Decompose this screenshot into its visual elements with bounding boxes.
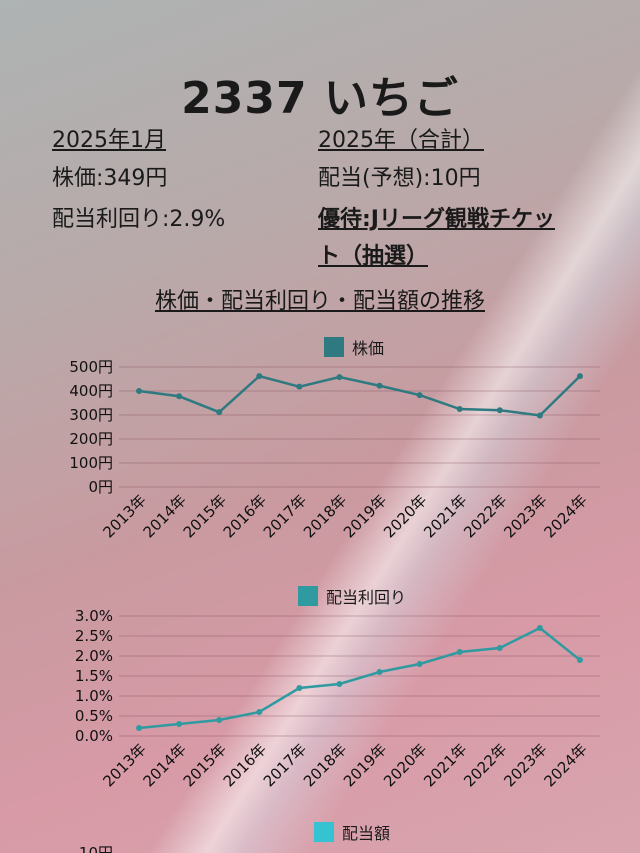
data-point	[176, 393, 183, 400]
x-tick-label: 2020年	[380, 491, 430, 541]
y-tick-label: 0.5%	[75, 707, 113, 725]
legend-label-dividend: 配当額	[342, 824, 391, 843]
data-point	[336, 374, 343, 381]
data-point	[496, 407, 503, 414]
legend-label-yield: 配当利回り	[326, 588, 407, 607]
benefit-line-2: ト（抽選）	[318, 244, 429, 269]
data-point	[576, 373, 583, 380]
y-tick-label: 0.0%	[75, 727, 113, 745]
right-heading: 2025年（合計）	[318, 128, 484, 153]
x-tick-label: 2020年	[380, 740, 430, 790]
data-point	[416, 392, 423, 399]
data-point	[136, 388, 143, 394]
x-tick-label: 2016年	[220, 740, 270, 790]
dividend-line: 配当(予想):10円	[318, 166, 481, 191]
data-point	[256, 373, 263, 380]
chart-section-title: 株価・配当利回り・配当額の推移	[154, 289, 485, 314]
x-tick-label: 2019年	[340, 740, 390, 790]
x-tick-label: 2013年	[100, 491, 150, 541]
series-line	[138, 626, 581, 730]
x-tick-label: 2013年	[100, 740, 150, 790]
data-point	[216, 409, 223, 416]
y-tick-label: 2.5%	[75, 627, 113, 645]
x-tick-label: 2024年	[540, 491, 590, 541]
x-tick-label: 2019年	[340, 491, 390, 541]
benefit-line-1: 優待:Jリーグ観戦チケッ	[318, 207, 555, 232]
data-point	[536, 625, 543, 631]
x-tick-label: 2015年	[180, 491, 230, 541]
x-tick-label: 2014年	[140, 740, 190, 790]
data-point	[376, 382, 383, 389]
legend-price: 株価	[324, 335, 384, 359]
legend-swatch-yield	[298, 586, 318, 606]
x-tick-label: 2023年	[500, 491, 550, 541]
y-tick-label: 3.0%	[75, 607, 113, 625]
y-tick-label: 300円	[69, 406, 113, 424]
y-tick-label: 1.5%	[75, 667, 113, 685]
y-tick-label: 100円	[69, 454, 113, 472]
x-tick-label: 2023年	[500, 740, 550, 790]
series-line	[138, 374, 581, 417]
y-tick-label: 10円	[79, 844, 113, 853]
data-point	[136, 725, 143, 731]
data-point	[376, 669, 383, 675]
x-tick-label: 2021年	[420, 740, 470, 790]
x-tick-label: 2022年	[460, 740, 510, 790]
y-tick-label: 1.0%	[75, 687, 113, 705]
y-tick-label: 500円	[69, 358, 113, 376]
y-tick-label: 400円	[69, 382, 113, 400]
left-heading: 2025年1月	[52, 128, 166, 153]
x-tick-label: 2016年	[220, 491, 270, 541]
y-tick-label: 0円	[88, 478, 113, 496]
data-point	[496, 645, 503, 651]
x-tick-label: 2017年	[260, 740, 310, 790]
data-point	[336, 681, 343, 687]
legend-yield: 配当利回り	[298, 584, 406, 608]
data-point	[176, 721, 183, 727]
data-point	[296, 685, 303, 691]
page-title: 2337 いちご	[181, 73, 459, 124]
price-line: 株価:349円	[52, 166, 168, 191]
legend-swatch-price	[324, 337, 344, 357]
legend-label-price: 株価	[352, 339, 385, 358]
x-tick-label: 2021年	[420, 491, 470, 541]
data-point	[296, 383, 303, 390]
data-point	[216, 717, 223, 723]
data-point	[536, 412, 543, 419]
data-point	[576, 657, 583, 663]
y-tick-label: 200円	[69, 430, 113, 448]
x-tick-label: 2022年	[460, 491, 510, 541]
data-point	[456, 406, 463, 412]
data-point	[416, 661, 423, 667]
x-tick-label: 2014年	[140, 491, 190, 541]
x-tick-label: 2015年	[180, 740, 230, 790]
y-tick-label: 2.0%	[75, 647, 113, 665]
x-tick-label: 2018年	[300, 740, 350, 790]
data-point	[456, 649, 463, 655]
yield-line: 配当利回り:2.9%	[52, 207, 226, 232]
legend-swatch-dividend	[314, 822, 334, 842]
data-point	[256, 709, 263, 715]
x-tick-label: 2024年	[540, 740, 590, 790]
legend-dividend: 配当額	[314, 820, 390, 844]
x-tick-label: 2017年	[260, 491, 310, 541]
x-tick-label: 2018年	[300, 491, 350, 541]
